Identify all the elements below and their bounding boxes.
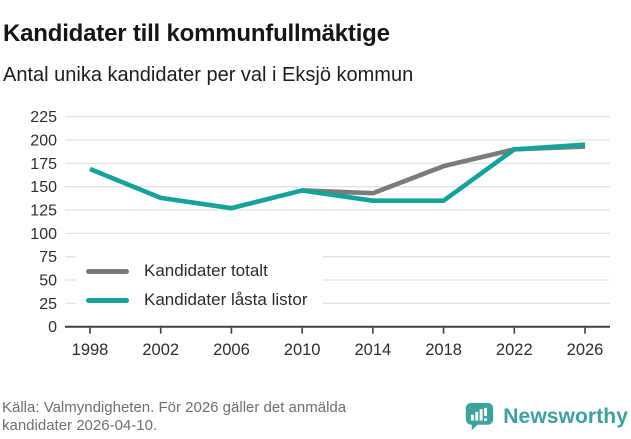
line-chart: 0 25 50 75 100 125 150 175 200 225 1998 2002 2006 201… — [30, 109, 610, 359]
svg-text:2014: 2014 — [354, 341, 391, 359]
source-attribution: Källa: Valmyndigheten. För 2026 gäller d… — [2, 399, 346, 436]
svg-text:2006: 2006 — [213, 341, 250, 359]
chart-subtitle: Antal unika kandidater per val i Eksjö k… — [3, 64, 414, 86]
chart-legend: Kandidater totalt Kandidater låsta listo… — [76, 254, 324, 319]
svg-text:25: 25 — [39, 296, 57, 313]
svg-text:2022: 2022 — [496, 341, 533, 359]
svg-text:150: 150 — [30, 179, 57, 196]
svg-text:125: 125 — [30, 203, 57, 220]
svg-text:2010: 2010 — [284, 341, 321, 359]
svg-text:0: 0 — [48, 319, 57, 336]
legend-label: Kandidater låsta listor — [144, 290, 308, 309]
brand-name: Newsworthy — [503, 404, 628, 428]
legend-label: Kandidater totalt — [144, 261, 268, 280]
source-line-1: Källa: Valmyndigheten. För 2026 gäller d… — [2, 399, 347, 416]
svg-text:50: 50 — [39, 273, 57, 290]
svg-text:2018: 2018 — [425, 341, 462, 359]
svg-text:1998: 1998 — [72, 341, 109, 359]
svg-text:2026: 2026 — [567, 341, 604, 359]
svg-text:200: 200 — [30, 133, 57, 150]
newsworthy-logo: Newsworthy — [464, 401, 628, 432]
legend-swatch-gray — [86, 268, 129, 274]
svg-text:175: 175 — [30, 156, 57, 173]
legend-item-totalt: Kandidater totalt — [86, 261, 307, 281]
legend-swatch-teal — [86, 297, 129, 303]
svg-text:75: 75 — [39, 249, 57, 266]
source-line-2: kandidater 2026-04-10. — [2, 417, 158, 435]
legend-item-lasta-listor: Kandidater låsta listor — [86, 290, 307, 310]
svg-text:225: 225 — [30, 109, 57, 126]
page-title: Kandidater till kommunfullmäktige — [3, 20, 390, 48]
newsworthy-chart-bubble-icon — [466, 402, 494, 431]
svg-text:2002: 2002 — [142, 341, 179, 359]
svg-text:100: 100 — [30, 226, 57, 243]
